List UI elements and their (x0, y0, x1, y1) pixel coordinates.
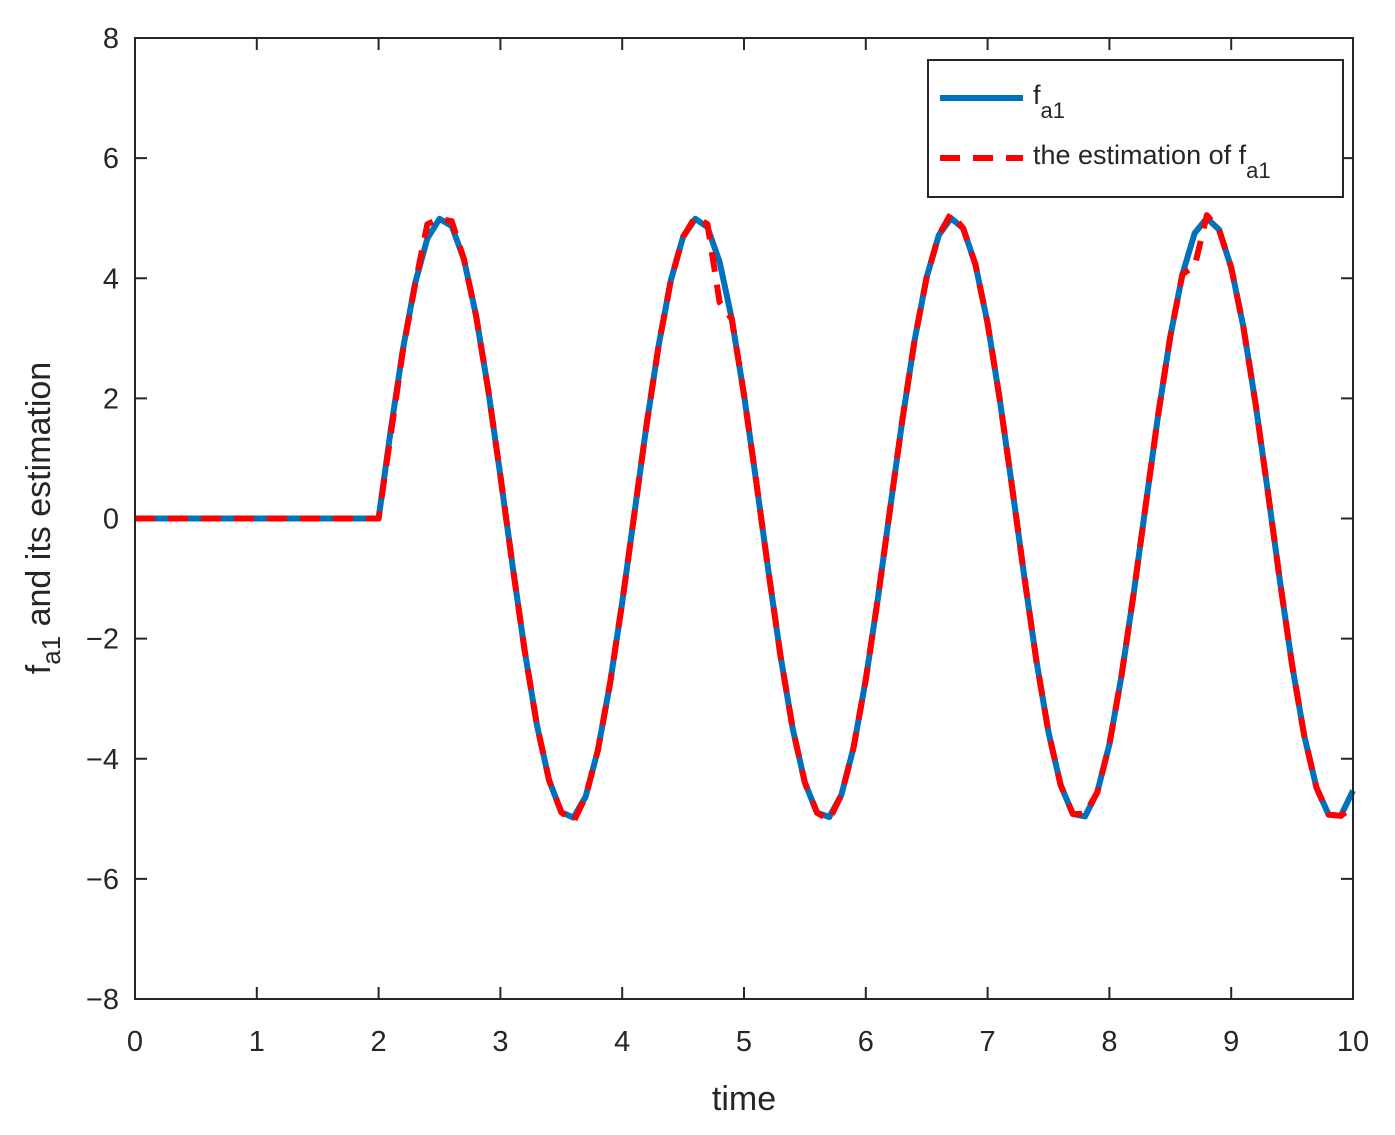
y-label-sub: a1 (36, 636, 66, 665)
x-axis-label: time (712, 1080, 776, 1118)
x-tick-label: 9 (1223, 1026, 1239, 1058)
legend-label: the estimation of fa1 (1033, 140, 1271, 183)
x-tick-label: 7 (980, 1026, 996, 1058)
y-tick-label: −2 (86, 624, 119, 656)
y-tick-label: 4 (103, 263, 119, 295)
x-tick-label: 3 (492, 1026, 508, 1058)
y-tick-label: 8 (103, 23, 119, 55)
y-label-rest: and its estimation (20, 362, 58, 636)
legend-sub: a1 (1246, 158, 1270, 183)
x-tick-label: 5 (736, 1026, 752, 1058)
series-line (135, 210, 1355, 825)
y-label-main: f (20, 664, 58, 674)
x-tick-label: 1 (249, 1026, 265, 1058)
plot-frame (134, 37, 1354, 1000)
x-tick-label: 2 (371, 1026, 387, 1058)
y-tick-label: −8 (86, 984, 119, 1016)
x-tick-label: 0 (127, 1026, 143, 1058)
legend-sub: a1 (1041, 98, 1065, 123)
legend-box (927, 59, 1344, 198)
legend-name: f (1033, 80, 1041, 110)
x-tick-label: 10 (1337, 1026, 1369, 1058)
y-tick-label: 2 (103, 383, 119, 415)
x-tick-label: 4 (614, 1026, 630, 1058)
y-axis-label: fa1 and its estimation (20, 362, 66, 674)
x-tick-label: 6 (858, 1026, 874, 1058)
y-tick-label: 6 (103, 143, 119, 175)
y-tick-label: 0 (103, 504, 119, 536)
legend-label: fa1 (1033, 80, 1065, 123)
y-tick-label: −4 (86, 744, 119, 776)
x-tick-label: 8 (1101, 1026, 1117, 1058)
legend-name: the estimation of f (1033, 140, 1247, 170)
y-tick-label: −6 (86, 864, 119, 896)
